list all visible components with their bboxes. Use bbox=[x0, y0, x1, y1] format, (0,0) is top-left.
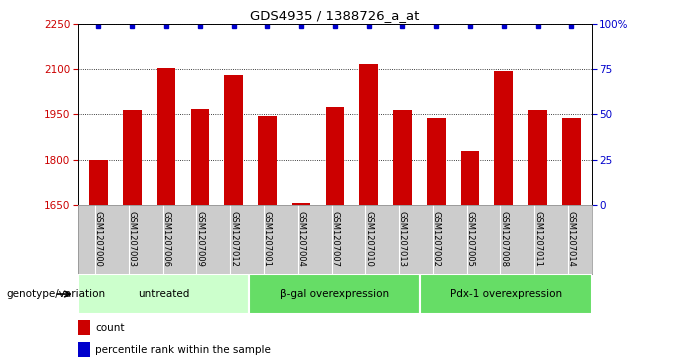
Bar bbox=[190, 109, 209, 205]
Text: GSM1207008: GSM1207008 bbox=[499, 211, 508, 266]
Text: GSM1207003: GSM1207003 bbox=[128, 211, 137, 266]
Bar bbox=[78, 342, 90, 357]
Text: GSM1207010: GSM1207010 bbox=[364, 211, 373, 266]
Text: GSM1207014: GSM1207014 bbox=[567, 211, 576, 266]
Text: GSM1207009: GSM1207009 bbox=[195, 211, 204, 266]
Text: Pdx-1 overexpression: Pdx-1 overexpression bbox=[450, 289, 562, 299]
Bar bbox=[461, 151, 479, 205]
Text: count: count bbox=[95, 323, 124, 333]
Text: GSM1207006: GSM1207006 bbox=[162, 211, 171, 266]
Bar bbox=[156, 68, 175, 205]
Text: percentile rank within the sample: percentile rank within the sample bbox=[95, 345, 271, 355]
Bar bbox=[89, 160, 107, 205]
Text: GSM1207012: GSM1207012 bbox=[229, 211, 238, 266]
Bar bbox=[258, 116, 277, 205]
Text: GSM1207004: GSM1207004 bbox=[296, 211, 305, 266]
Bar bbox=[562, 118, 581, 205]
Text: GSM1207000: GSM1207000 bbox=[94, 211, 103, 266]
Bar bbox=[250, 274, 420, 314]
Bar bbox=[427, 118, 445, 205]
Text: GSM1207011: GSM1207011 bbox=[533, 211, 542, 266]
Text: β-gal overexpression: β-gal overexpression bbox=[280, 289, 390, 299]
Bar bbox=[360, 64, 378, 205]
Bar bbox=[78, 274, 250, 314]
Bar bbox=[528, 110, 547, 205]
Text: genotype/variation: genotype/variation bbox=[7, 289, 106, 299]
Text: untreated: untreated bbox=[138, 289, 190, 299]
Text: GSM1207001: GSM1207001 bbox=[263, 211, 272, 266]
Title: GDS4935 / 1388726_a_at: GDS4935 / 1388726_a_at bbox=[250, 9, 420, 23]
Text: GSM1207005: GSM1207005 bbox=[466, 211, 475, 266]
Bar bbox=[78, 320, 90, 335]
Bar bbox=[292, 203, 310, 205]
Text: GSM1207002: GSM1207002 bbox=[432, 211, 441, 266]
Text: GSM1207013: GSM1207013 bbox=[398, 211, 407, 266]
Text: GSM1207007: GSM1207007 bbox=[330, 211, 339, 266]
Bar bbox=[123, 110, 141, 205]
Bar bbox=[494, 71, 513, 205]
Bar bbox=[224, 75, 243, 205]
Bar bbox=[420, 274, 592, 314]
Bar bbox=[393, 110, 412, 205]
Bar bbox=[326, 107, 344, 205]
